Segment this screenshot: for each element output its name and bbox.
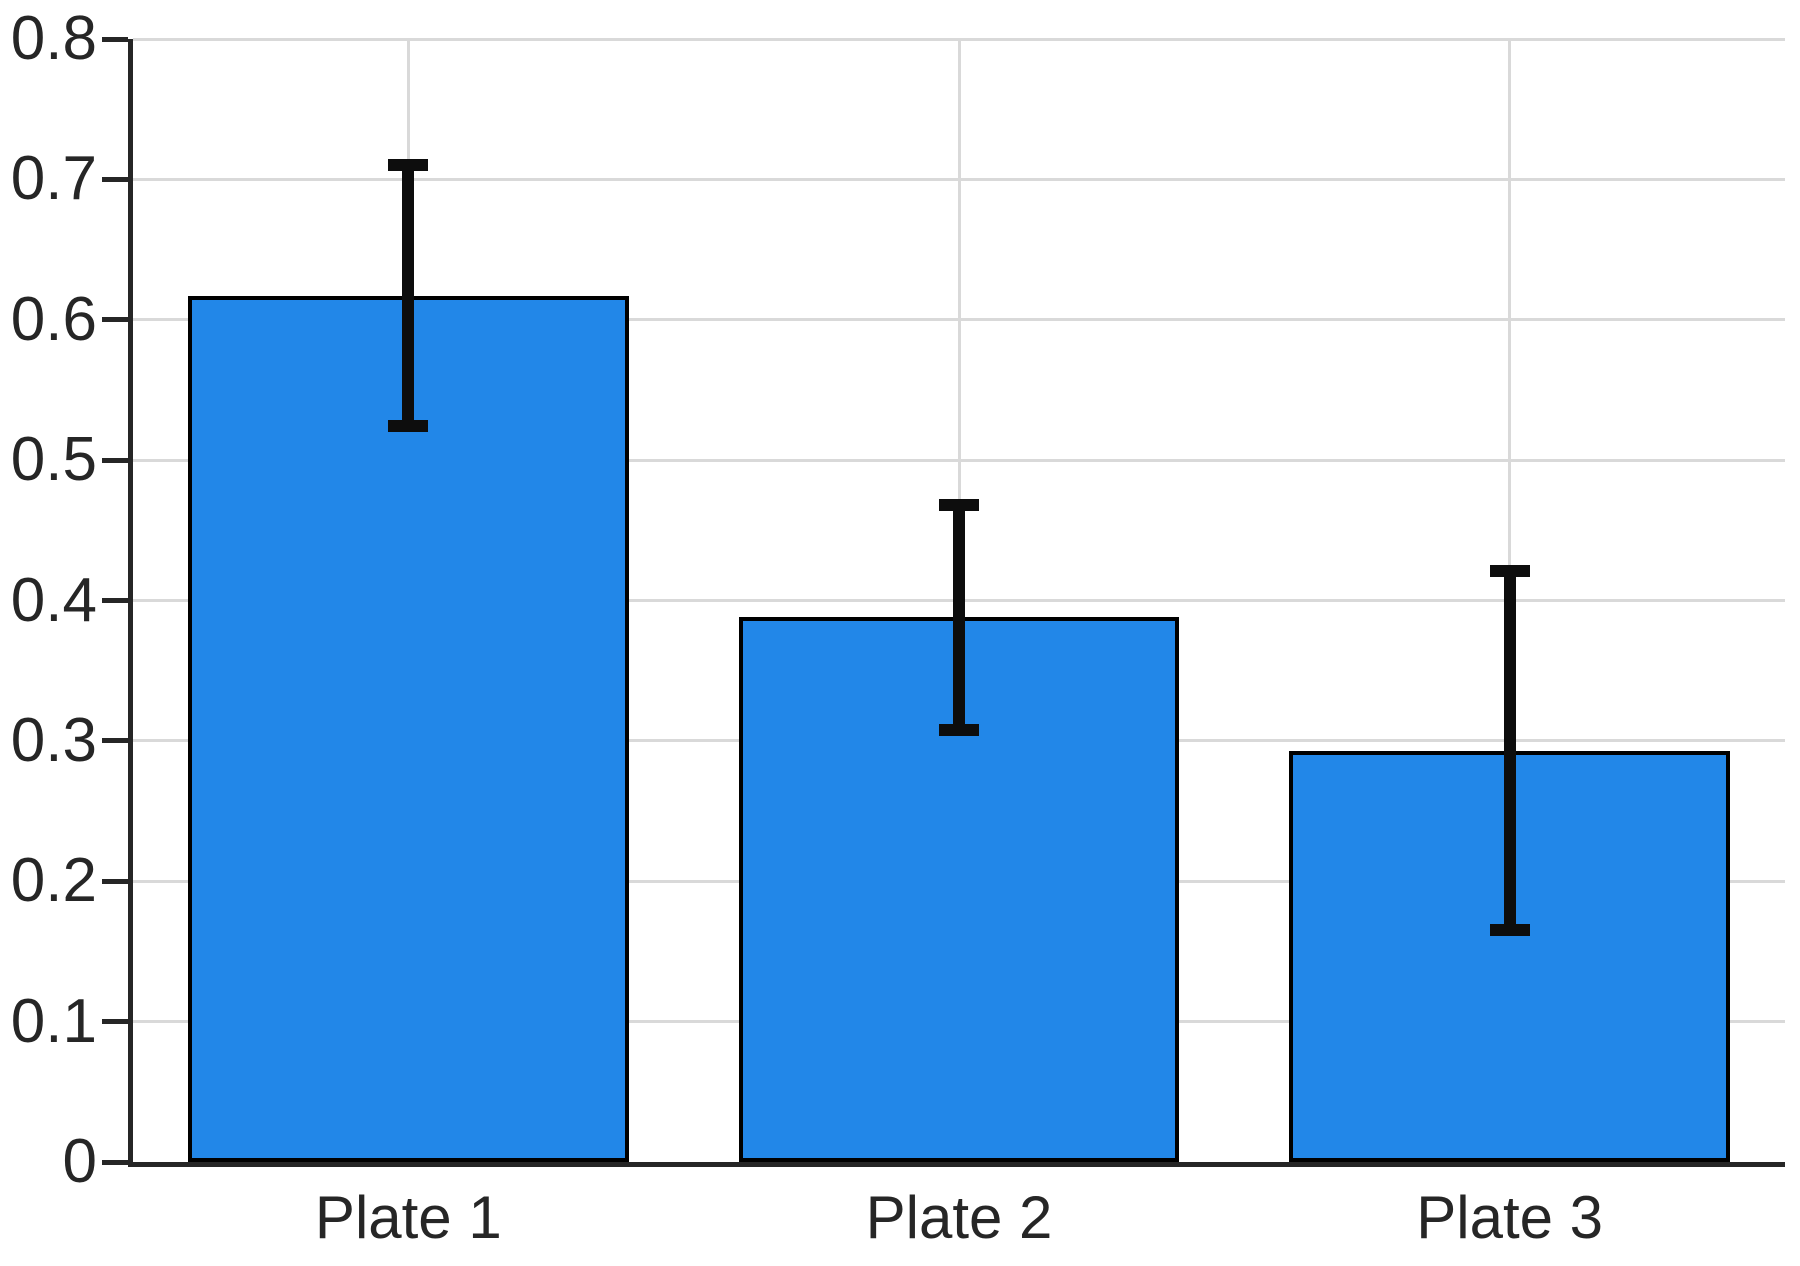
error-bar-line (402, 165, 415, 427)
error-bar-cap-bottom (388, 420, 429, 433)
error-bar-line (1503, 571, 1516, 931)
error-bar-line (953, 505, 965, 730)
y-tick-label: 0.3 (10, 705, 97, 775)
y-tick-label: 0.7 (10, 144, 97, 214)
bar-plate-1 (188, 295, 629, 1162)
y-tick-label: 0.1 (10, 986, 97, 1056)
x-tick-label: Plate 1 (314, 1184, 502, 1251)
x-tick-label: Plate 3 (1416, 1184, 1604, 1251)
y-axis-tick (102, 317, 128, 323)
error-bar-cap-bottom (939, 723, 979, 736)
y-axis-tick (102, 738, 128, 744)
x-axis (128, 1162, 1785, 1167)
y-axis-tick (102, 457, 128, 463)
y-tick-label: 0.8 (10, 4, 97, 73)
y-axis-tick (102, 1159, 128, 1165)
error-bar-cap-top (939, 499, 979, 512)
y-axis (128, 39, 133, 1167)
error-bar-cap-top (388, 159, 429, 172)
y-tick-label: 0 (62, 1127, 97, 1196)
y-tick-label: 0.2 (10, 846, 97, 916)
y-tick-label: 0.6 (10, 284, 97, 354)
y-axis-tick (102, 878, 128, 884)
y-axis-tick (102, 176, 128, 182)
error-bar-cap-bottom (1489, 924, 1530, 937)
y-axis-tick (102, 1019, 128, 1025)
y-axis-tick (102, 36, 128, 42)
y-axis-tick (102, 598, 128, 603)
x-tick-label: Plate 2 (865, 1184, 1053, 1251)
y-tick-label: 0.5 (10, 425, 97, 495)
y-tick-label: 0.4 (10, 565, 97, 635)
error-bar-cap-top (1489, 565, 1530, 578)
